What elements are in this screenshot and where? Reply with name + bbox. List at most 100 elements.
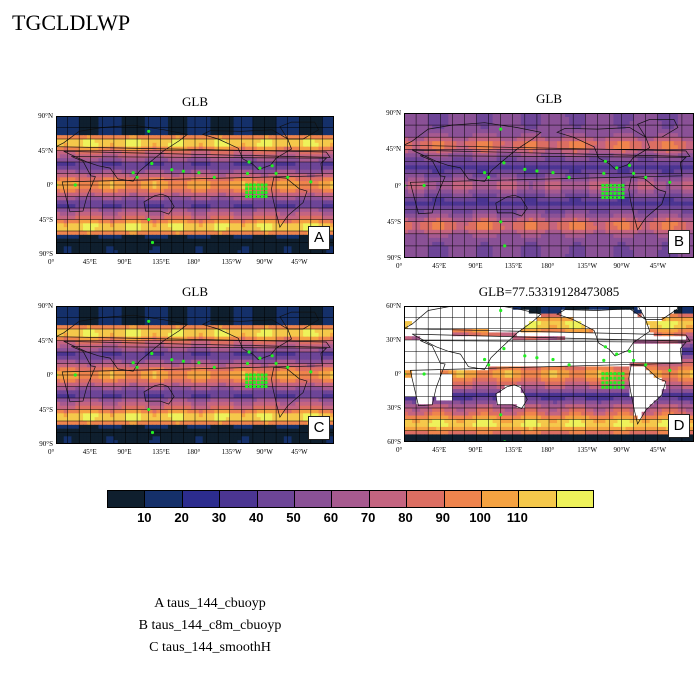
heatmap-cell [512, 201, 518, 207]
heatmap-cell [276, 150, 281, 155]
heatmap-cell [605, 173, 611, 179]
heatmap-cell [210, 150, 215, 155]
heatmap-cell [102, 131, 107, 136]
heatmap-cell [601, 189, 606, 195]
heatmap-cell [528, 173, 534, 179]
heatmap-cell [121, 139, 127, 144]
heatmap-cell [593, 117, 598, 122]
heatmap-cell [665, 145, 671, 150]
heatmap-cell [279, 116, 285, 121]
heatmap-cell [557, 229, 562, 235]
heatmap-cell [179, 142, 185, 148]
heatmap-cell [218, 123, 223, 129]
heatmap-cell [601, 153, 606, 158]
heatmap-cell [306, 150, 312, 155]
heatmap-cell [198, 173, 204, 178]
heatmap-cell [71, 181, 76, 186]
heatmap-cell [56, 219, 61, 224]
heatmap-cell [661, 121, 667, 126]
heatmap-cell [589, 193, 594, 199]
heatmap-cell [63, 200, 69, 205]
heatmap-cell [456, 129, 461, 134]
heatmap-cell [310, 162, 316, 167]
heatmap-cell [160, 215, 165, 221]
heatmap-cell [601, 173, 606, 179]
heatmap-cell [56, 231, 61, 236]
heatmap-cell [681, 137, 687, 142]
heatmap-cell [569, 205, 574, 211]
heatmap-cell [229, 204, 235, 209]
heatmap-cell [171, 192, 177, 198]
heatmap-cell [133, 227, 138, 232]
heatmap-cell [669, 201, 675, 207]
heatmap-cell [641, 233, 647, 239]
heatmap-cell [322, 119, 327, 125]
heatmap-cell [661, 197, 667, 203]
heatmap-cell [549, 121, 554, 126]
heatmap-cell [657, 193, 663, 199]
heatmap-cell [98, 135, 103, 140]
heatmap-cell [609, 157, 615, 162]
heatmap-cell [420, 141, 425, 146]
heatmap-cell [617, 237, 623, 243]
heatmap-cell [218, 219, 223, 224]
heatmap-cell [314, 127, 320, 132]
heatmap-cell [137, 231, 142, 236]
heatmap-cell [436, 177, 441, 183]
heatmap-cell [206, 135, 212, 140]
heatmap-cell [557, 237, 562, 243]
heatmap-cell [665, 209, 671, 215]
heatmap-cell [110, 173, 115, 178]
heatmap-cell [416, 149, 421, 154]
heatmap-cell [252, 146, 258, 152]
heatmap-cell [420, 201, 425, 207]
heatmap-cell [160, 169, 165, 175]
heatmap-cell [544, 113, 550, 118]
heatmap-cell [593, 181, 598, 187]
heatmap-cell [436, 129, 441, 134]
heatmap-cell [202, 169, 208, 175]
heatmap-cell [83, 242, 88, 247]
heatmap-cell [424, 233, 429, 239]
heatmap-cell [448, 213, 453, 219]
heatmap-cell [532, 209, 538, 215]
heatmap-cell [94, 119, 100, 125]
heatmap-cell [179, 208, 185, 213]
heatmap-cell [516, 189, 522, 195]
heatmap-cell [75, 246, 80, 251]
heatmap-cell [512, 237, 518, 243]
heatmap-cell [408, 221, 413, 227]
heatmap-cell [314, 204, 320, 209]
heatmap-cell [59, 131, 65, 136]
heatmap-cell [175, 185, 181, 190]
heatmap-cell [553, 145, 558, 150]
heatmap-cell [625, 197, 631, 203]
heatmap-cell [528, 229, 534, 235]
heatmap-cell [492, 213, 498, 219]
heatmap-cell [125, 215, 130, 221]
heatmap-cell [504, 197, 510, 203]
heatmap-cell [520, 157, 526, 162]
heatmap-cell [492, 125, 498, 130]
heatmap-cell [412, 165, 417, 170]
heatmap-cell [577, 145, 582, 150]
heatmap-cell [164, 219, 169, 224]
heatmap-cell [59, 196, 65, 201]
heatmap-cell [276, 139, 281, 144]
heatmap-cell [183, 123, 188, 129]
heatmap-cell [557, 233, 562, 239]
heatmap-cell [565, 193, 570, 199]
heatmap-cell [424, 177, 429, 183]
heatmap-cell [480, 173, 486, 179]
heatmap-cell [557, 173, 562, 179]
heatmap-cell [609, 117, 615, 122]
heatmap-cell [79, 208, 84, 213]
heatmap-cell [544, 181, 550, 187]
heatmap-cell [102, 142, 107, 148]
heatmap-cell [460, 133, 466, 138]
heatmap-cell [214, 146, 219, 152]
heatmap-cell [56, 139, 61, 144]
heatmap-cell [233, 146, 239, 152]
heatmap-cell [283, 173, 289, 178]
heatmap-cell [557, 177, 562, 183]
